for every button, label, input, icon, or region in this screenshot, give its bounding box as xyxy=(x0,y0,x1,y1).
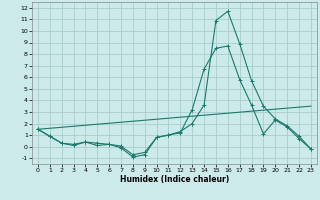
X-axis label: Humidex (Indice chaleur): Humidex (Indice chaleur) xyxy=(120,175,229,184)
